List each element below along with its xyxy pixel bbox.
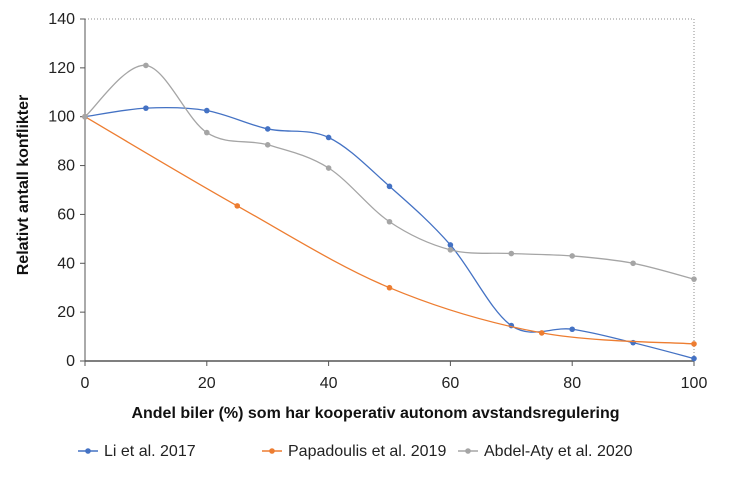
x-tick-label: 0 <box>81 375 90 392</box>
data-point <box>386 183 393 190</box>
y-tick-label: 80 <box>57 158 75 175</box>
data-point <box>204 129 210 136</box>
series-line <box>84 116 695 345</box>
data-point <box>325 134 332 141</box>
legend-label: Abdel-Aty et al. 2020 <box>484 443 633 460</box>
data-point <box>691 355 697 362</box>
series-layer <box>82 62 697 362</box>
series-line <box>84 106 695 360</box>
legend-label: Papadoulis et al. 2019 <box>288 443 446 460</box>
series-line <box>84 64 695 280</box>
data-point <box>447 242 454 248</box>
x-axis-title: Andel biler (%) som har kooperativ auton… <box>131 405 619 422</box>
legend: Li et al. 2017 Papadoulis et al. 2019 Abde… <box>78 443 633 460</box>
data-point <box>143 62 149 69</box>
y-axis-title: Relativt antall konflikter <box>15 95 32 276</box>
legend-marker <box>269 448 275 454</box>
x-tick-label: 20 <box>198 375 216 392</box>
data-point <box>386 284 393 291</box>
y-tick-label: 60 <box>57 206 75 223</box>
y-tick-label: 120 <box>48 60 75 77</box>
data-point <box>538 330 545 336</box>
plot-area <box>84 18 695 362</box>
data-point <box>204 107 210 114</box>
data-point <box>691 341 697 347</box>
series-1 <box>82 105 697 362</box>
legend-marker <box>85 448 91 454</box>
x-axis: 0 20 40 60 80 100 <box>81 361 708 392</box>
x-tick-label: 60 <box>442 375 460 392</box>
data-point <box>143 105 149 111</box>
legend-marker <box>465 448 471 454</box>
x-tick-label: 100 <box>681 375 708 392</box>
data-point <box>691 276 697 282</box>
legend-item: Papadoulis et al. 2019 <box>262 443 446 460</box>
legend-item: Li et al. 2017 <box>78 443 196 460</box>
x-tick-label: 80 <box>563 375 581 392</box>
data-point <box>82 113 88 120</box>
y-tick-label: 20 <box>57 304 75 321</box>
series-3 <box>82 62 697 282</box>
data-point <box>569 326 575 333</box>
data-point <box>325 165 332 171</box>
data-point <box>264 126 271 132</box>
legend-item: Abdel-Aty et al. 2020 <box>458 443 633 460</box>
data-point <box>508 250 515 257</box>
y-tick-label: 40 <box>57 255 75 272</box>
series-2 <box>82 113 697 347</box>
y-tick-label: 100 <box>48 109 75 126</box>
y-tick-label: 0 <box>66 353 75 370</box>
y-axis: 0 20 40 60 80 100 120 140 <box>48 11 85 370</box>
y-tick-label: 140 <box>48 11 75 28</box>
data-point <box>630 260 636 267</box>
data-point <box>264 142 271 148</box>
x-tick-label: 40 <box>320 375 338 392</box>
data-point <box>386 218 393 225</box>
data-point <box>447 247 454 253</box>
legend-label: Li et al. 2017 <box>104 443 196 460</box>
plot-border <box>84 18 695 362</box>
data-point <box>569 253 575 259</box>
data-point <box>234 203 241 209</box>
